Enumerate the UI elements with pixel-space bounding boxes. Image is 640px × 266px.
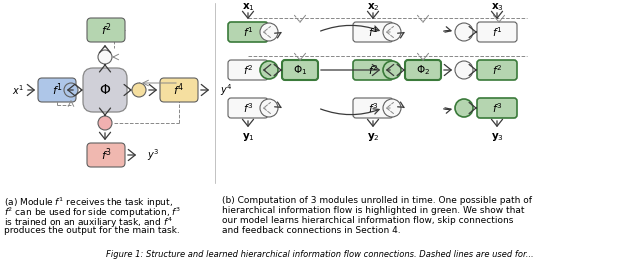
Text: (a) Module $f^1$ receives the task input,: (a) Module $f^1$ receives the task input… xyxy=(4,196,173,210)
FancyBboxPatch shape xyxy=(353,60,393,80)
Text: is trained on an auxiliary task, and $f^4$: is trained on an auxiliary task, and $f^… xyxy=(4,216,173,230)
FancyBboxPatch shape xyxy=(477,22,517,42)
Text: $\Phi$: $\Phi$ xyxy=(99,83,111,97)
Circle shape xyxy=(260,61,278,79)
FancyBboxPatch shape xyxy=(228,60,268,80)
Text: hierarchical information flow is highlighted in green. We show that: hierarchical information flow is highlig… xyxy=(222,206,525,215)
Text: $y^4$: $y^4$ xyxy=(220,82,232,98)
FancyBboxPatch shape xyxy=(477,98,517,118)
Text: $\mathbf{y}_1$: $\mathbf{y}_1$ xyxy=(241,131,255,143)
Circle shape xyxy=(260,99,278,117)
Text: $\mathbf{y}_3$: $\mathbf{y}_3$ xyxy=(490,131,504,143)
FancyBboxPatch shape xyxy=(228,98,268,118)
Text: $f^4$: $f^4$ xyxy=(173,82,184,98)
Text: (b) Computation of 3 modules unrolled in time. One possible path of: (b) Computation of 3 modules unrolled in… xyxy=(222,196,532,205)
Text: our model learns hierarchical information flow, skip connections: our model learns hierarchical informatio… xyxy=(222,216,513,225)
Text: $f^3$: $f^3$ xyxy=(368,101,378,115)
Text: $f^2$ can be used for side computation, $f^3$: $f^2$ can be used for side computation, … xyxy=(4,206,181,221)
Text: $f^2$: $f^2$ xyxy=(492,63,502,77)
Text: $f^1$: $f^1$ xyxy=(492,25,502,39)
Circle shape xyxy=(383,23,401,41)
Text: $x^1$: $x^1$ xyxy=(12,83,24,97)
FancyBboxPatch shape xyxy=(282,60,318,80)
Circle shape xyxy=(455,99,473,117)
Text: $f^3$: $f^3$ xyxy=(243,101,253,115)
Text: $f^3$: $f^3$ xyxy=(100,147,111,163)
Circle shape xyxy=(98,50,112,64)
FancyBboxPatch shape xyxy=(87,18,125,42)
Text: $f^3$: $f^3$ xyxy=(492,101,502,115)
FancyBboxPatch shape xyxy=(353,22,393,42)
Text: $\mathbf{y}_2$: $\mathbf{y}_2$ xyxy=(367,131,380,143)
Circle shape xyxy=(98,116,112,130)
FancyBboxPatch shape xyxy=(160,78,198,102)
Text: $f^2$: $f^2$ xyxy=(243,63,253,77)
FancyBboxPatch shape xyxy=(87,143,125,167)
Text: $\mathbf{x}_1$: $\mathbf{x}_1$ xyxy=(242,1,254,13)
Circle shape xyxy=(132,83,146,97)
Text: $f^1$: $f^1$ xyxy=(52,82,63,98)
Text: Figure 1: Structure and learned hierarchical information flow connections. Dashe: Figure 1: Structure and learned hierarch… xyxy=(106,250,534,259)
FancyBboxPatch shape xyxy=(228,22,268,42)
Text: $\mathbf{x}_2$: $\mathbf{x}_2$ xyxy=(367,1,380,13)
FancyBboxPatch shape xyxy=(38,78,76,102)
Circle shape xyxy=(455,61,473,79)
FancyBboxPatch shape xyxy=(477,60,517,80)
Circle shape xyxy=(383,99,401,117)
FancyBboxPatch shape xyxy=(405,60,441,80)
Text: $f^1$: $f^1$ xyxy=(368,25,378,39)
Text: and feedback connections in Section 4.: and feedback connections in Section 4. xyxy=(222,226,401,235)
Circle shape xyxy=(455,23,473,41)
FancyBboxPatch shape xyxy=(83,68,127,112)
Text: $f^1$: $f^1$ xyxy=(243,25,253,39)
Text: $f^2$: $f^2$ xyxy=(368,63,378,77)
Circle shape xyxy=(64,83,78,97)
Text: produces the output for the main task.: produces the output for the main task. xyxy=(4,226,180,235)
Circle shape xyxy=(260,23,278,41)
Text: $\mathbf{x}_3$: $\mathbf{x}_3$ xyxy=(491,1,504,13)
Circle shape xyxy=(383,61,401,79)
Text: $y^3$: $y^3$ xyxy=(147,147,159,163)
Text: $\Phi_1$: $\Phi_1$ xyxy=(293,63,307,77)
FancyBboxPatch shape xyxy=(353,98,393,118)
Text: $\Phi_2$: $\Phi_2$ xyxy=(416,63,430,77)
Text: $f^2$: $f^2$ xyxy=(100,22,111,38)
